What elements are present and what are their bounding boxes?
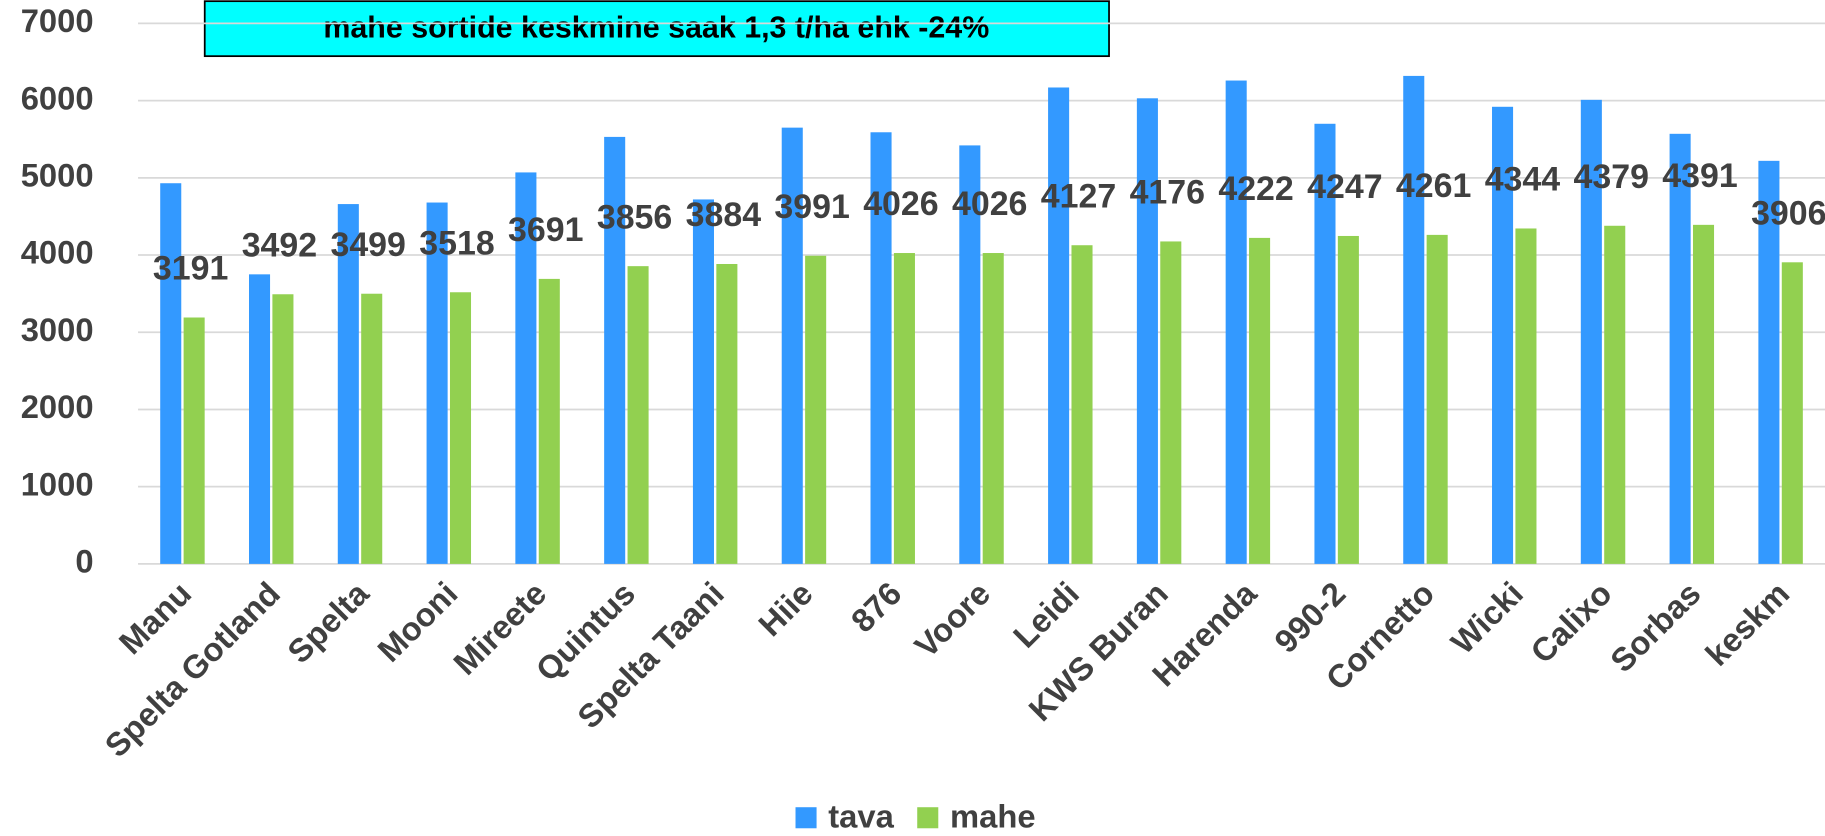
y-tick-label: 6000 [21, 79, 94, 116]
data-label: 4391 [1662, 157, 1737, 195]
x-tick-label: Leidi [1006, 575, 1086, 655]
data-label: 4026 [863, 185, 938, 223]
bar [805, 255, 827, 564]
x-tick-label: Sorbas [1603, 575, 1708, 680]
bar [538, 278, 560, 564]
y-tick-label: 2000 [21, 388, 94, 425]
bar [716, 263, 738, 564]
data-label: 3991 [774, 188, 849, 226]
bar [627, 266, 649, 564]
bar [1781, 262, 1803, 564]
bar [604, 136, 626, 564]
bar [1515, 228, 1537, 564]
bar [1692, 224, 1715, 564]
x-tick-label: keskm [1698, 575, 1796, 673]
bar [1403, 75, 1425, 564]
data-label: 3906 [1751, 194, 1825, 232]
bar [160, 183, 182, 564]
x-tick-label: Spelta [280, 574, 376, 670]
title-box [203, 0, 1110, 58]
bar [449, 292, 472, 564]
x-tick-label: Manu [112, 575, 199, 662]
data-label: 4344 [1485, 161, 1561, 199]
bar [1669, 133, 1691, 564]
bar [1426, 234, 1448, 564]
bar [1604, 225, 1626, 564]
legend-label: tava [828, 798, 894, 835]
bar [692, 199, 714, 564]
bar [1249, 237, 1271, 564]
bar [248, 274, 271, 564]
bar [1758, 160, 1780, 564]
data-label: 4026 [952, 185, 1027, 223]
y-tick-label: 5000 [21, 156, 94, 193]
y-tick-label: 4000 [21, 234, 94, 271]
x-tick-label: Hiie [751, 575, 820, 644]
y-tick-label: 3000 [21, 311, 94, 348]
bar [1580, 99, 1602, 564]
bar [1048, 87, 1070, 564]
bar [1314, 123, 1336, 564]
data-label: 3492 [242, 226, 317, 264]
data-label: 4261 [1396, 167, 1471, 205]
x-tick-label: Voore [907, 575, 997, 665]
bar [870, 132, 892, 564]
legend-swatch [917, 807, 939, 829]
bar [1071, 245, 1093, 564]
bar [893, 253, 915, 564]
data-label: 4127 [1041, 177, 1116, 215]
bar [1492, 106, 1514, 564]
bar [959, 145, 981, 564]
x-tick-label: 876 [844, 575, 909, 640]
data-label: 3856 [597, 198, 672, 236]
y-tick-label: 0 [75, 543, 93, 580]
bar [1136, 98, 1158, 564]
bar [183, 317, 205, 564]
legend-label: mahe [950, 798, 1036, 835]
y-tick-label: 1000 [21, 465, 94, 502]
x-tick-label: Wicki [1444, 575, 1530, 661]
bar [515, 172, 537, 564]
bar [1160, 241, 1182, 564]
bar [982, 253, 1004, 564]
data-label: 3499 [330, 226, 405, 264]
bar [1225, 80, 1247, 564]
bar [1337, 235, 1359, 564]
data-label: 4176 [1130, 174, 1205, 212]
bar [272, 294, 294, 564]
x-tick-label: 990-2 [1267, 575, 1352, 660]
bar [337, 204, 359, 564]
chart-title: mahe sortide keskmine saak 1,3 t/ha ehk … [323, 10, 989, 44]
data-label: 3191 [153, 250, 228, 288]
y-tick-label: 7000 [21, 2, 94, 39]
bar [361, 293, 383, 564]
data-label: 4222 [1218, 170, 1293, 208]
bar [781, 127, 803, 564]
bar [426, 202, 448, 564]
legend-swatch [795, 807, 817, 829]
data-label: 4379 [1574, 158, 1649, 196]
data-label: 3691 [508, 211, 583, 249]
data-label: 3884 [686, 196, 762, 234]
data-label: 4247 [1307, 168, 1382, 206]
data-label: 3518 [419, 224, 494, 262]
